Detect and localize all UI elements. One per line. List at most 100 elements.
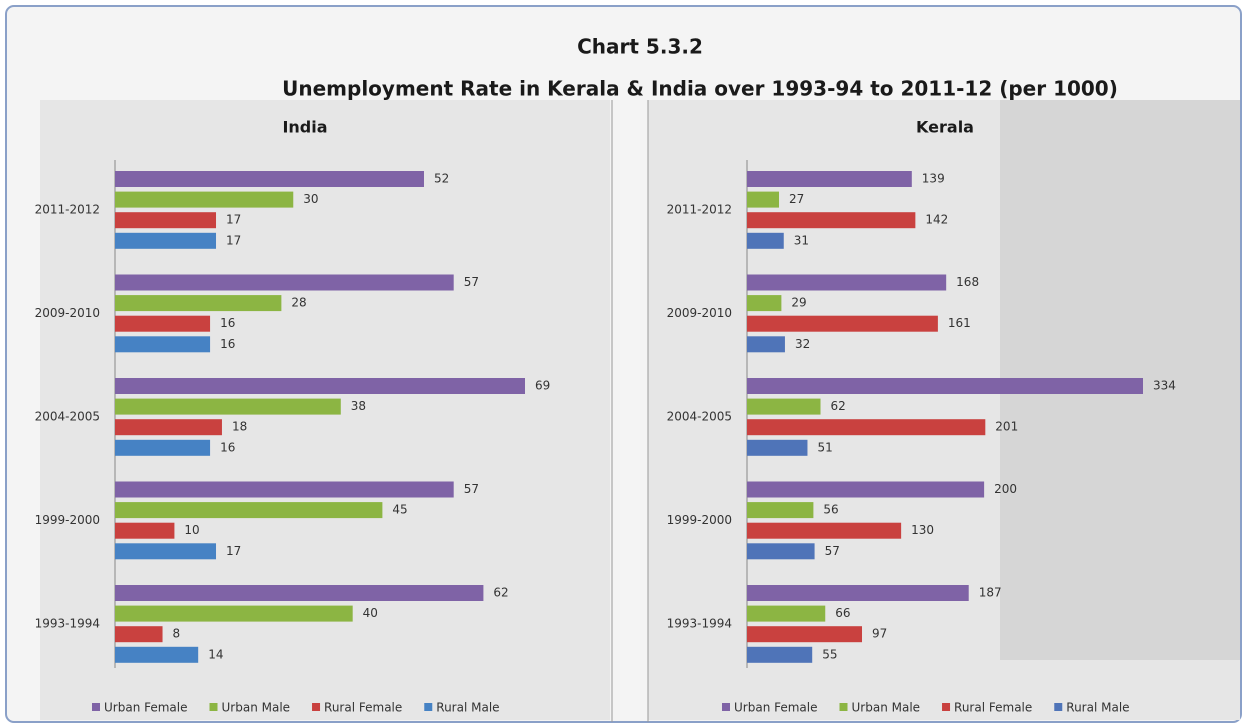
value-label: 57 — [825, 544, 840, 558]
value-label: 16 — [220, 337, 235, 351]
bar — [747, 212, 916, 229]
bar — [115, 398, 341, 415]
bar — [115, 336, 211, 353]
bar — [115, 481, 454, 498]
category-label: 1999-2000 — [667, 513, 732, 527]
bar — [747, 295, 782, 312]
value-label: 200 — [994, 482, 1017, 496]
legend-label: Rural Male — [1066, 701, 1129, 715]
bar — [747, 232, 784, 249]
bar — [747, 522, 902, 539]
bar — [747, 419, 986, 436]
value-label: 14 — [208, 647, 223, 661]
category-label: 2011-2012 — [667, 202, 732, 216]
value-label: 29 — [791, 296, 806, 310]
bar — [115, 626, 163, 643]
bar — [747, 171, 912, 187]
value-label: 142 — [925, 213, 948, 227]
value-label: 56 — [823, 503, 838, 517]
legend-label: Rural Male — [436, 701, 499, 715]
value-label: 161 — [948, 316, 971, 330]
bar — [747, 378, 1143, 394]
value-label: 32 — [795, 337, 810, 351]
value-label: 57 — [464, 275, 479, 289]
bar — [115, 605, 353, 622]
value-label: 62 — [493, 586, 508, 600]
bar — [747, 481, 985, 498]
legend-swatch — [424, 703, 433, 711]
bar — [115, 212, 217, 229]
legend-swatch — [839, 703, 848, 711]
value-label: 334 — [1153, 379, 1176, 393]
value-label: 97 — [872, 627, 887, 641]
value-label: 16 — [220, 440, 235, 454]
bar — [747, 605, 826, 622]
value-label: 18 — [232, 420, 247, 434]
value-label: 55 — [822, 647, 837, 661]
category-label: 2004-2005 — [35, 409, 100, 423]
value-label: 62 — [831, 399, 846, 413]
value-label: 51 — [817, 440, 832, 454]
category-label: 1993-1994 — [35, 616, 100, 630]
legend-swatch — [1054, 703, 1063, 711]
value-label: 187 — [979, 586, 1002, 600]
bar — [115, 585, 484, 601]
legend-swatch — [209, 703, 218, 711]
value-label: 17 — [226, 544, 241, 558]
legend-swatch — [942, 703, 951, 711]
bar — [115, 274, 454, 291]
legend-swatch — [92, 703, 100, 711]
value-label: 168 — [956, 275, 979, 289]
bar — [747, 398, 821, 415]
bar — [115, 502, 383, 519]
value-label: 201 — [995, 420, 1018, 434]
bar — [747, 626, 863, 643]
bar — [115, 171, 424, 187]
bar — [747, 439, 808, 456]
bar — [115, 315, 211, 332]
bar — [115, 522, 175, 539]
subplot-title: Kerala — [916, 118, 974, 137]
bar — [115, 232, 217, 249]
value-label: 31 — [794, 233, 809, 247]
legend-label: Urban Male — [852, 701, 921, 715]
category-label: 1999-2000 — [35, 513, 100, 527]
category-label: 2011-2012 — [35, 202, 100, 216]
value-label: 52 — [434, 172, 449, 186]
value-label: 69 — [535, 379, 550, 393]
chart-label: Chart 5.3.2 — [577, 35, 703, 59]
value-label: 17 — [226, 213, 241, 227]
bar — [115, 191, 294, 208]
value-label: 16 — [220, 316, 235, 330]
legend-label: Rural Female — [324, 701, 402, 715]
legend-swatch — [312, 703, 321, 711]
value-label: 10 — [184, 523, 199, 537]
bar — [747, 274, 947, 291]
category-label: 2009-2010 — [35, 306, 100, 320]
legend-label: Rural Female — [954, 701, 1032, 715]
bar — [747, 191, 780, 208]
value-label: 66 — [835, 606, 850, 620]
bar — [747, 336, 785, 353]
value-label: 45 — [392, 503, 407, 517]
bar — [747, 646, 813, 663]
bar — [115, 543, 217, 560]
bar — [747, 543, 815, 560]
bar — [115, 646, 199, 663]
chart-title: Unemployment Rate in Kerala & India over… — [282, 77, 1118, 101]
bar — [747, 585, 969, 601]
bar — [115, 419, 222, 436]
category-label: 2004-2005 — [667, 409, 732, 423]
value-label: 139 — [922, 172, 945, 186]
category-label: 1993-1994 — [667, 616, 732, 630]
legend-label: Urban Male — [222, 701, 291, 715]
value-label: 17 — [226, 233, 241, 247]
value-label: 57 — [464, 482, 479, 496]
bar — [747, 502, 814, 519]
bar — [115, 295, 282, 312]
value-label: 30 — [303, 192, 318, 206]
value-label: 38 — [351, 399, 366, 413]
legend-label: Urban Female — [104, 701, 188, 715]
legend-label: Urban Female — [734, 701, 818, 715]
